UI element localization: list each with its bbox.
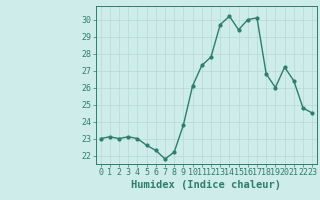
X-axis label: Humidex (Indice chaleur): Humidex (Indice chaleur) xyxy=(132,180,281,190)
